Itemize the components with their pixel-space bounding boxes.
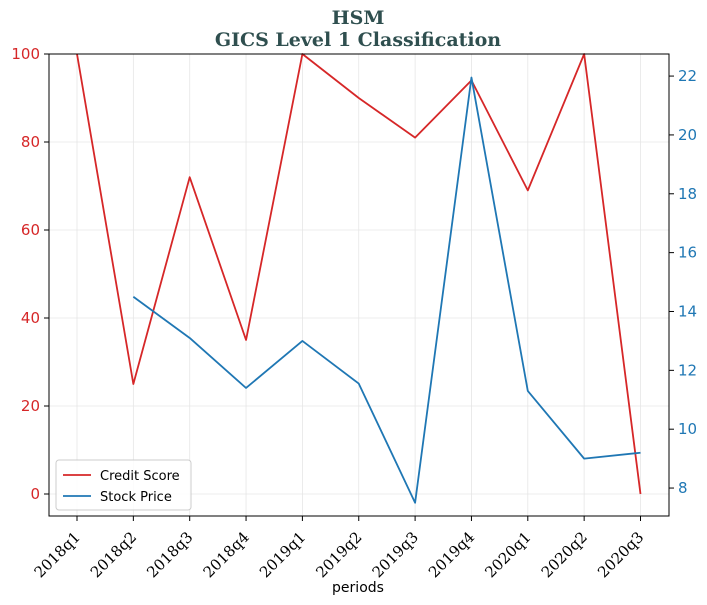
- right-tick-label: 20: [678, 126, 697, 144]
- right-tick-label: 22: [678, 67, 697, 85]
- right-tick-label: 8: [678, 479, 688, 497]
- legend-label: Credit Score: [100, 469, 180, 484]
- series-layer: [76, 53, 642, 504]
- x-tick-label: 2020q2: [538, 528, 591, 581]
- series-line-credit-score: [76, 53, 642, 495]
- right-tick-label: 16: [678, 244, 697, 262]
- left-tick-label: 60: [21, 221, 40, 239]
- left-tick-label: 0: [30, 485, 40, 503]
- x-tick-label: 2018q1: [31, 528, 84, 581]
- legend-box: [55, 459, 192, 511]
- x-axis-label: periods: [332, 580, 384, 596]
- x-tick-label: 2020q1: [481, 528, 534, 581]
- left-axis: 0 20 40 60 80 100: [11, 45, 49, 503]
- legend: Credit Score Stock Price: [55, 459, 192, 511]
- chart-subtitle: GICS Level 1 Classification: [215, 29, 501, 51]
- x-tick-label: 2019q1: [256, 528, 309, 581]
- x-tick-label: 2018q4: [200, 528, 253, 581]
- right-axis: 8 10 12 14 16 18 20 22: [669, 67, 697, 497]
- x-tick-label: 2019q3: [369, 528, 422, 581]
- chart-title: HSM: [332, 7, 385, 29]
- left-tick-label: 20: [21, 397, 40, 415]
- x-axis: 2018q1 2018q2 2018q3 2018q4 2019q1 2019q2 2019…: [31, 516, 647, 581]
- series-line-stock-price: [132, 76, 641, 504]
- x-tick-label: 2018q3: [143, 528, 196, 581]
- x-tick-label: 2019q4: [425, 528, 478, 581]
- x-tick-label: 2020q3: [594, 528, 647, 581]
- left-tick-label: 40: [21, 309, 40, 327]
- right-tick-label: 10: [678, 420, 697, 438]
- right-tick-label: 14: [678, 302, 697, 320]
- right-tick-label: 18: [678, 185, 697, 203]
- x-tick-label: 2018q2: [87, 528, 140, 581]
- left-tick-label: 80: [21, 133, 40, 151]
- left-tick-label: 100: [11, 45, 40, 63]
- legend-label: Stock Price: [100, 490, 172, 505]
- grid: [49, 53, 669, 516]
- right-tick-label: 12: [678, 361, 697, 379]
- x-tick-label: 2019q2: [312, 528, 365, 581]
